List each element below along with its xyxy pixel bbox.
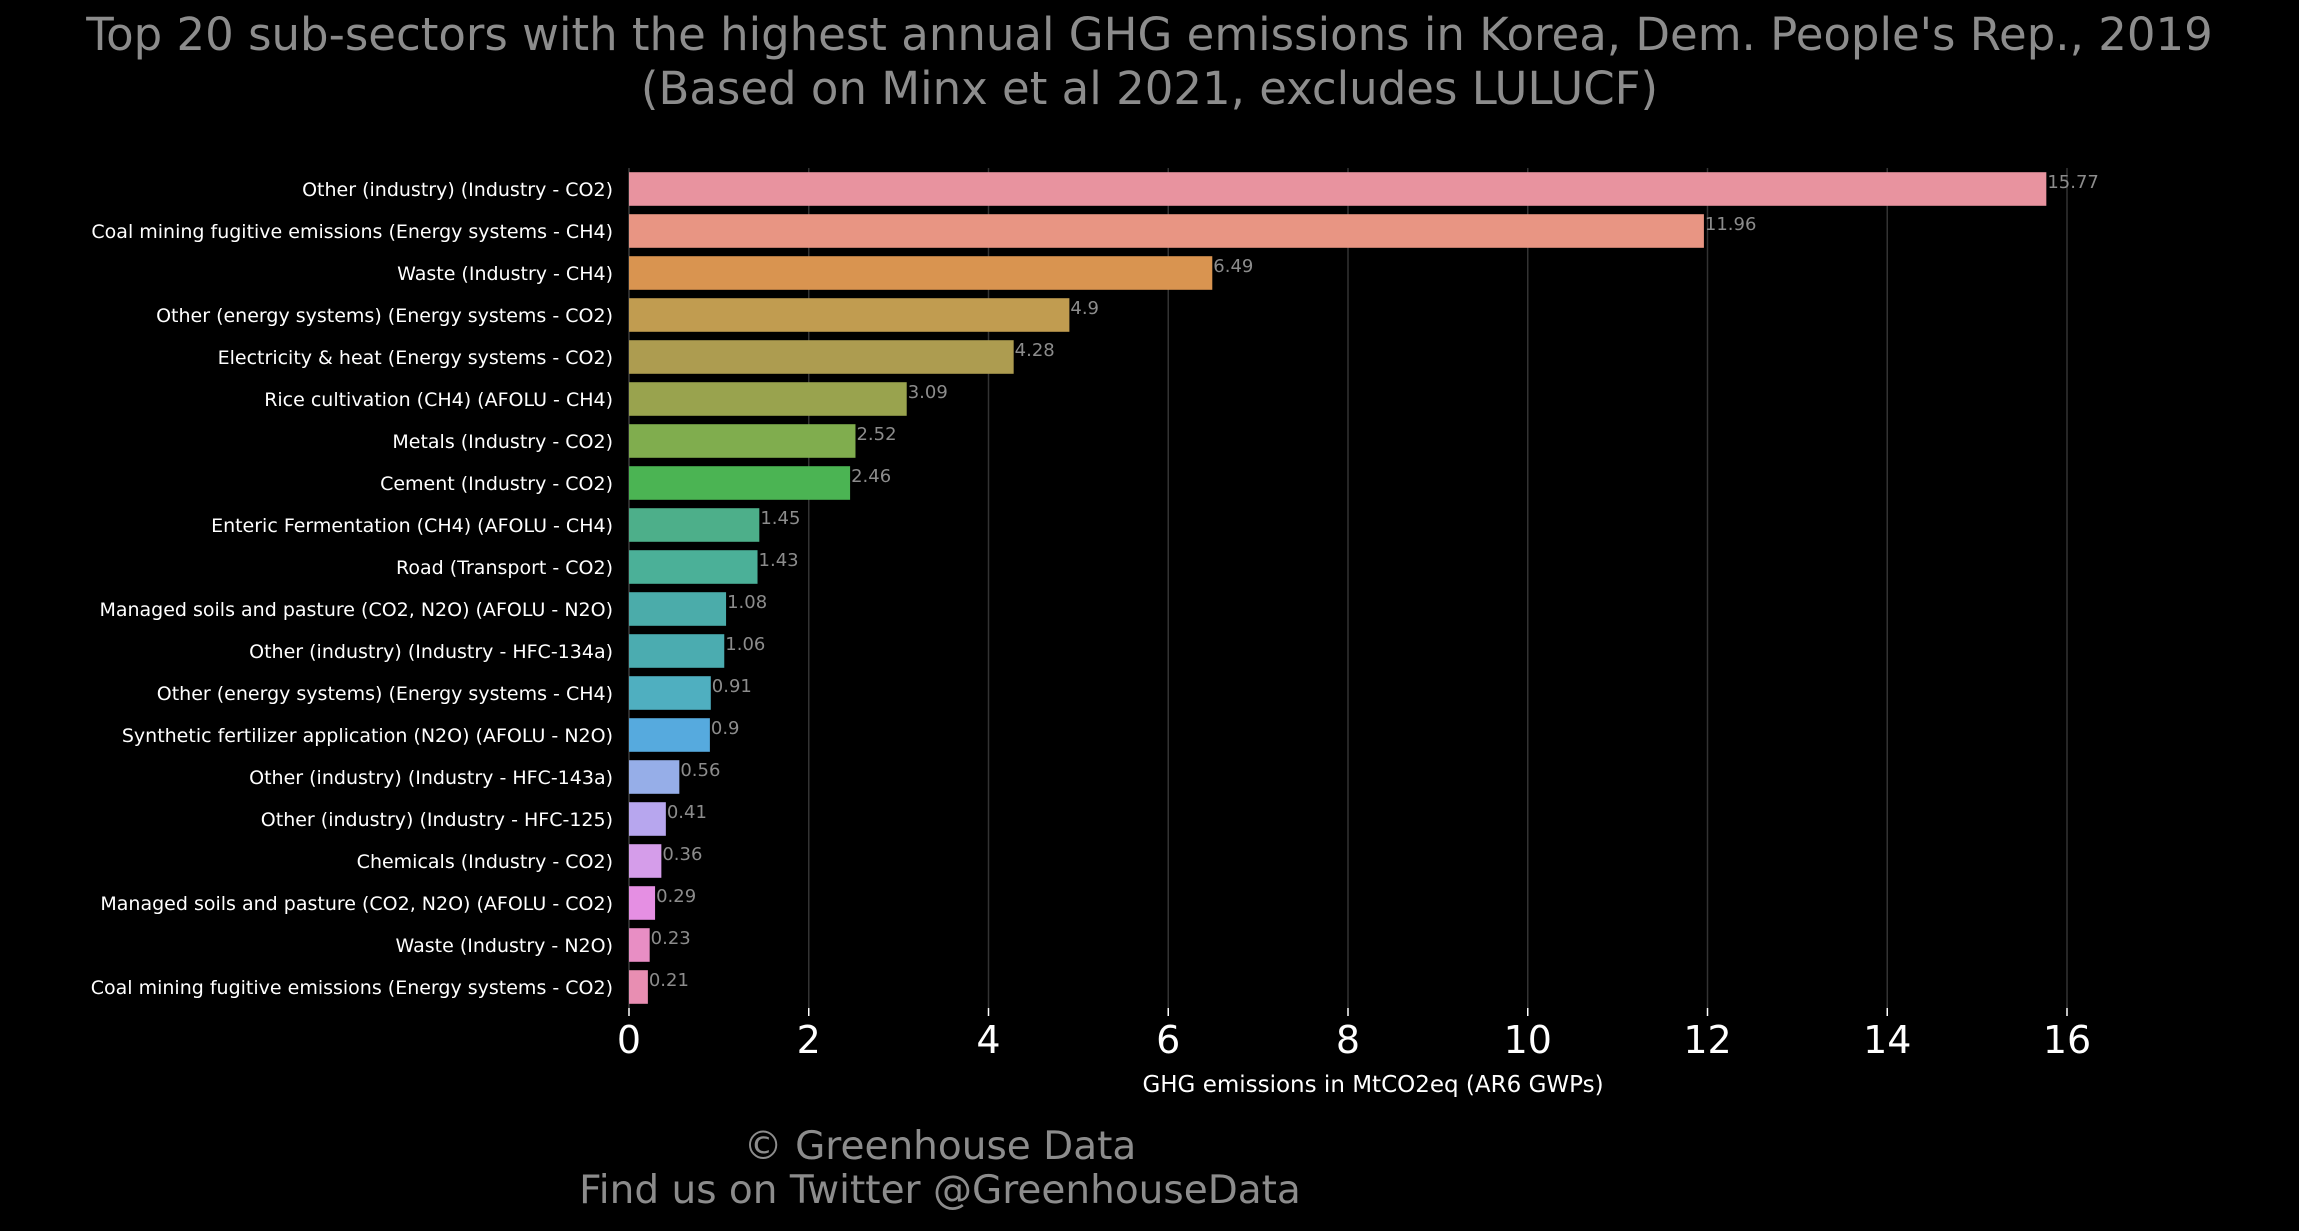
value-labels: 15.77 11.96 6.49 4.9 4.28 3.09 2.52 2.46 1.45 1.4… [649, 172, 2099, 991]
footer: © Greenhouse Data Find us on Twitter @Gr… [0, 1125, 1880, 1213]
value-label: 4.9 [1070, 298, 1099, 319]
x-tick-label: 10 [1504, 1018, 1552, 1062]
value-label: 0.9 [711, 718, 740, 739]
bar [629, 256, 1213, 290]
value-label: 0.41 [667, 802, 707, 823]
category-label: Other (energy systems) (Energy systems -… [157, 683, 613, 705]
x-tick-label: 12 [1683, 1018, 1731, 1062]
bar [629, 760, 680, 794]
bar [629, 676, 711, 710]
bar [629, 214, 1704, 248]
footer-twitter: Find us on Twitter @GreenhouseData [579, 1168, 1301, 1213]
chart-title: Top 20 sub-sectors with the highest annu… [0, 8, 2299, 116]
value-label: 15.77 [2047, 172, 2099, 193]
value-label: 2.46 [851, 466, 891, 487]
x-tick-label: 16 [2043, 1018, 2091, 1062]
category-label: Other (industry) (Industry - HFC-143a) [249, 767, 613, 789]
value-label: 6.49 [1213, 256, 1253, 277]
bar [629, 592, 727, 626]
category-label: Waste (Industry - N2O) [396, 935, 613, 957]
value-label: 1.43 [759, 550, 799, 571]
x-tick-label: 0 [617, 1018, 641, 1062]
x-tick-label: 6 [1156, 1018, 1180, 1062]
footer-copyright: © Greenhouse Data [743, 1124, 1137, 1169]
value-label: 1.08 [727, 592, 767, 613]
x-tick-label: 2 [797, 1018, 821, 1062]
bar [629, 508, 760, 542]
bar [629, 970, 648, 1004]
value-label: 0.21 [649, 970, 689, 991]
category-label: Waste (Industry - CH4) [397, 263, 613, 285]
bar [629, 424, 856, 458]
value-label: 0.23 [651, 928, 691, 949]
value-label: 2.52 [856, 424, 896, 445]
category-label: Synthetic fertilizer application (N2O) (… [122, 725, 613, 747]
value-label: 4.28 [1015, 340, 1055, 361]
bar [629, 466, 851, 500]
x-tick-label: 14 [1863, 1018, 1911, 1062]
value-label: 0.91 [712, 676, 752, 697]
value-label: 0.29 [656, 886, 696, 907]
value-label: 1.45 [760, 508, 800, 529]
category-label: Cement (Industry - CO2) [380, 473, 613, 495]
grid-lines [628, 168, 2068, 1008]
value-label: 3.09 [908, 382, 948, 403]
value-label: 11.96 [1705, 214, 1757, 235]
category-label: Rice cultivation (CH4) (AFOLU - CH4) [264, 389, 613, 411]
value-label: 1.06 [725, 634, 765, 655]
bar [629, 886, 656, 920]
value-label: 0.56 [680, 760, 720, 781]
category-labels: Other (industry) (Industry - CO2) Coal mi… [91, 179, 613, 999]
bar [629, 382, 907, 416]
category-label: Coal mining fugitive emissions (Energy s… [91, 221, 613, 243]
bar [629, 550, 758, 584]
bar [629, 928, 650, 962]
x-tick-label: 4 [976, 1018, 1000, 1062]
category-label: Managed soils and pasture (CO2, N2O) (AF… [99, 599, 613, 621]
category-label: Other (industry) (Industry - HFC-125) [261, 809, 613, 831]
category-label: Enteric Fermentation (CH4) (AFOLU - CH4) [211, 515, 613, 537]
chart-title-line-2: (Based on Minx et al 2021, excludes LULU… [640, 62, 1659, 115]
bar [629, 298, 1070, 332]
category-label: Metals (Industry - CO2) [392, 431, 613, 453]
value-label: 0.36 [662, 844, 702, 865]
bar [629, 844, 662, 878]
category-label: Managed soils and pasture (CO2, N2O) (AF… [100, 893, 613, 915]
category-label: Chemicals (Industry - CO2) [357, 851, 613, 873]
chart-title-line-1: Top 20 sub-sectors with the highest annu… [86, 8, 2213, 61]
bar [629, 634, 725, 668]
bar [629, 802, 666, 836]
bars [629, 172, 2047, 1004]
category-label: Other (industry) (Industry - CO2) [302, 179, 613, 201]
bar [629, 340, 1014, 374]
category-label: Electricity & heat (Energy systems - CO2… [218, 347, 613, 369]
bar [629, 172, 2047, 206]
category-label: Other (industry) (Industry - HFC-134a) [249, 641, 613, 663]
x-axis-label: GHG emissions in MtCO2eq (AR6 GWPs) [1142, 1072, 1603, 1098]
category-label: Coal mining fugitive emissions (Energy s… [91, 977, 613, 999]
category-label: Road (Transport - CO2) [396, 557, 613, 579]
x-tick-label: 8 [1336, 1018, 1360, 1062]
bar [629, 718, 710, 752]
x-axis-ticks: 0 2 4 6 8 10 12 14 16 [617, 1008, 2091, 1062]
category-label: Other (energy systems) (Energy systems -… [156, 305, 613, 327]
